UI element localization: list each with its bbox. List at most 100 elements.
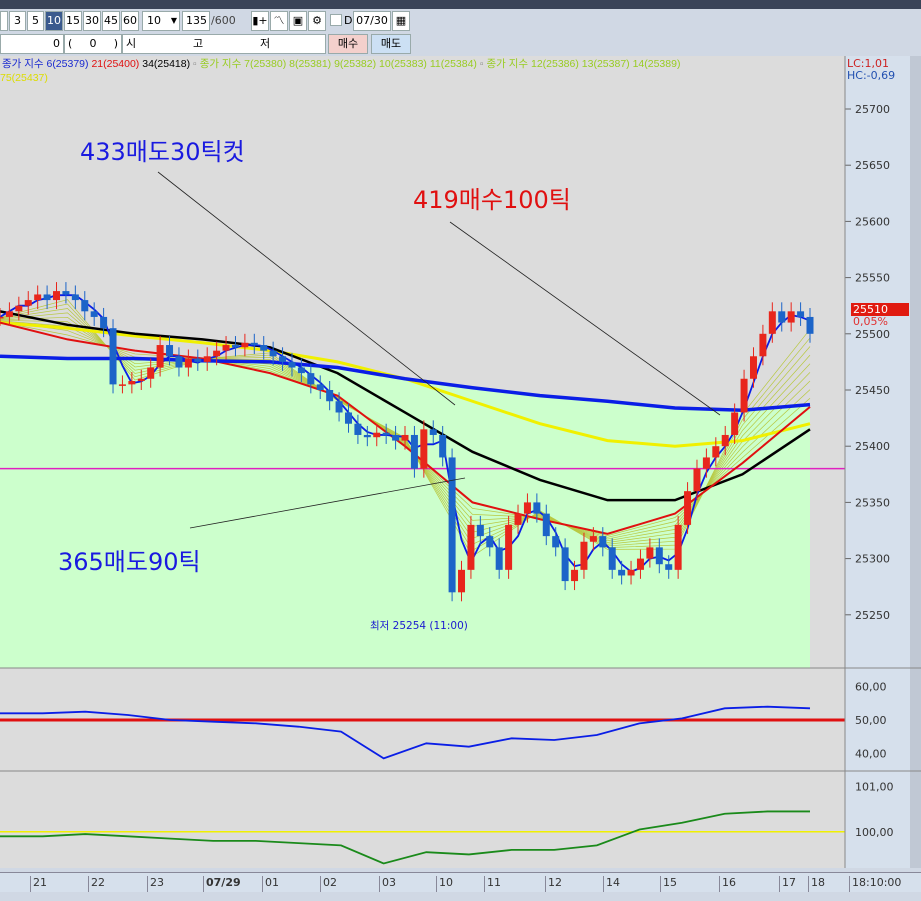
green-zone (0, 356, 810, 668)
candle-body (749, 356, 757, 379)
right-axis-bg (845, 56, 910, 868)
price-chart[interactable]: 25700 25650 25600 25550 25500 25450 25400 25350… (0, 56, 921, 868)
save-icon[interactable]: ▣ (289, 11, 307, 31)
y-tick-label: 25250 (855, 609, 890, 622)
annotation-sell-365: 365매도90틱 (58, 548, 201, 576)
ma75-line (0, 354, 811, 412)
low-label: 저 (260, 37, 271, 50)
period-5[interactable]: 5 (27, 11, 44, 31)
candle-body (335, 401, 343, 413)
candle-body (448, 457, 456, 593)
candle-body (71, 294, 79, 301)
period-60[interactable]: 60 (121, 11, 139, 31)
gear-icon[interactable]: ⚙ (308, 11, 326, 31)
y-tick-label: 25700 (855, 103, 890, 116)
candle-body (542, 513, 550, 537)
candle-body (599, 536, 607, 548)
y-tick-label: 25300 (855, 553, 890, 566)
candle-body (118, 384, 126, 386)
candle-body (420, 429, 428, 469)
candle-body (523, 502, 531, 514)
buy-button[interactable]: 매수 (328, 34, 368, 54)
candle-body (486, 536, 494, 548)
candle-body (778, 311, 786, 323)
x-tick-label: 11 (484, 876, 501, 892)
candle-body (702, 457, 710, 469)
legend-marker: ▫ (193, 58, 197, 70)
period-15[interactable]: 15 (64, 11, 82, 31)
period-prev[interactable] (0, 11, 8, 31)
period-3[interactable]: 3 (9, 11, 26, 31)
period-30[interactable]: 30 (83, 11, 101, 31)
date-checkbox[interactable] (330, 14, 342, 26)
candle-body (571, 569, 579, 582)
qty-field[interactable]: 0 (0, 34, 64, 54)
y-tick-label: 40,00 (855, 747, 887, 760)
candle-body (439, 434, 447, 458)
right-pad (810, 56, 845, 668)
date-checkbox-label: D (344, 14, 353, 27)
candle-body (109, 328, 117, 385)
candle-body (184, 358, 192, 368)
x-tick-label: 03 (379, 876, 396, 892)
y-tick-label: 25600 (855, 215, 890, 228)
period-45[interactable]: 45 (102, 11, 120, 31)
candle-body (655, 547, 663, 565)
price-change: 0,05% (853, 315, 888, 328)
interval-select[interactable]: 10 ▼ (142, 11, 180, 31)
legend-g1-21: 21(25400) (91, 58, 140, 70)
indicator-line (0, 705, 811, 760)
x-tick-label: 10 (436, 876, 453, 892)
calendar-icon[interactable]: ▦ (392, 11, 410, 31)
x-tick-label: 02 (320, 876, 337, 892)
candle-body (693, 468, 701, 492)
candle-body (307, 373, 315, 385)
chevron-down-icon: ▼ (170, 16, 177, 25)
date-input[interactable]: 07/30 (353, 11, 391, 31)
lc-value: LC:1,01 (847, 57, 890, 70)
candle-body (712, 446, 720, 458)
x-tick-label: 21 (30, 876, 47, 892)
legend-g2-9: 9(25382) (334, 58, 377, 70)
legend-g1-34: 34(25418) (142, 58, 191, 70)
y-tick-label: 60,00 (855, 681, 887, 694)
candle-add-icon[interactable]: ▮+ (251, 11, 269, 31)
annotation-buy-419: 419매수100틱 (413, 186, 571, 214)
candle-body (731, 412, 739, 435)
count-input[interactable]: 135 (182, 11, 210, 31)
candle-body (627, 569, 635, 576)
paren-open: ( (68, 37, 73, 50)
x-tick-label: 01 (262, 876, 279, 892)
legend-g2: 종가 지수 7(25380) (199, 58, 287, 70)
candle-body (721, 434, 729, 447)
candle-body (806, 316, 814, 334)
candle-body (797, 311, 805, 317)
sell-button[interactable]: 매도 (371, 34, 411, 54)
candle-body (288, 361, 296, 368)
order-row: 0 (0) 시 고 저 매수 매도 (0, 33, 921, 55)
candle-body (665, 564, 673, 570)
annotation-arrow (449, 221, 721, 416)
scrollbar[interactable] (910, 56, 921, 868)
candle-body (166, 345, 174, 357)
candle-body (260, 345, 268, 351)
x-tick-label: 16 (719, 876, 736, 892)
candle-body (250, 342, 258, 346)
qty-change-field[interactable]: (0) (64, 34, 122, 54)
period-10[interactable]: 10 (45, 11, 63, 31)
candle-body (618, 569, 626, 576)
count-total: /600 (211, 14, 236, 27)
line-add-icon[interactable]: 〽 (270, 11, 288, 31)
candle-body (156, 345, 164, 368)
candle-body (401, 434, 409, 441)
candle-body (62, 291, 70, 295)
x-tick-label: 17 (779, 876, 796, 892)
candle-body (43, 294, 51, 301)
current-price: 25510 (851, 303, 909, 316)
y-tick-label: 25350 (855, 496, 890, 509)
legend-g3: 종가 지수 12(25386) (486, 58, 579, 70)
candle-body (222, 345, 230, 351)
candle-body (269, 350, 277, 357)
legend-g2-11: 11(25384) (429, 58, 477, 70)
annotation-sell-433: 433매도30틱컷 (80, 138, 245, 166)
